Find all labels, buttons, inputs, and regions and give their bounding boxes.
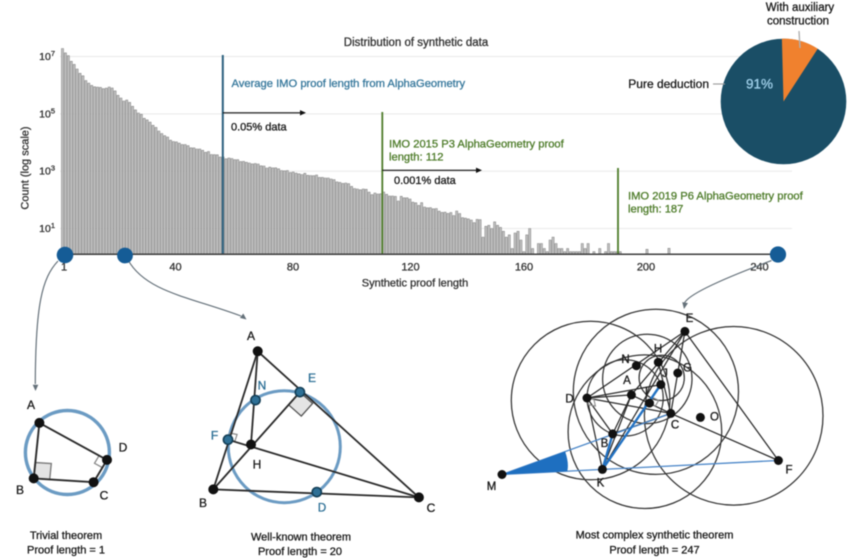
svg-text:H: H — [253, 458, 262, 472]
svg-text:Proof length = 20: Proof length = 20 — [258, 546, 342, 558]
svg-text:Average IMO proof length from: Average IMO proof length from AlphaGeome… — [232, 78, 466, 90]
svg-text:length: 187: length: 187 — [628, 204, 683, 216]
svg-text:Synthetic proof length: Synthetic proof length — [362, 278, 468, 290]
svg-text:D: D — [119, 441, 128, 455]
svg-text:K: K — [597, 478, 605, 490]
svg-text:O: O — [710, 412, 719, 424]
svg-text:120: 120 — [401, 262, 419, 274]
svg-text:With auxiliary: With auxiliary — [766, 2, 835, 14]
svg-text:length: 112: length: 112 — [389, 152, 444, 164]
svg-text:M: M — [487, 481, 497, 493]
svg-text:F: F — [211, 429, 218, 443]
svg-text:A: A — [247, 329, 255, 343]
svg-text:Proof length = 1: Proof length = 1 — [27, 545, 105, 557]
svg-text:240: 240 — [750, 262, 768, 274]
svg-text:Distribution of synthetic data: Distribution of synthetic data — [344, 37, 489, 49]
svg-text:40: 40 — [169, 262, 181, 274]
svg-text:A: A — [623, 375, 631, 387]
svg-text:B: B — [199, 496, 207, 510]
svg-text:200: 200 — [637, 262, 655, 274]
svg-text:D: D — [565, 394, 573, 406]
svg-text:91%: 91% — [746, 77, 773, 92]
svg-text:160: 160 — [515, 262, 533, 274]
svg-text:construction: construction — [767, 16, 829, 28]
svg-text:Count (log scale): Count (log scale) — [20, 126, 32, 209]
svg-text:C: C — [427, 501, 436, 515]
svg-text:J: J — [662, 368, 668, 380]
svg-text:B: B — [16, 483, 24, 497]
svg-text:Pure deduction: Pure deduction — [628, 77, 709, 91]
svg-text:I: I — [645, 387, 648, 399]
svg-text:Trivial theorem: Trivial theorem — [30, 530, 102, 542]
svg-text:B: B — [601, 438, 609, 450]
svg-text:E: E — [308, 371, 316, 385]
svg-text:G: G — [683, 363, 692, 375]
svg-text:F: F — [785, 465, 792, 477]
svg-text:0.05% data: 0.05% data — [231, 122, 288, 134]
svg-text:C: C — [100, 489, 109, 503]
svg-text:E: E — [686, 313, 694, 325]
svg-text:Proof length = 247: Proof length = 247 — [609, 545, 699, 557]
svg-text:Well-known theorem: Well-known theorem — [251, 532, 351, 544]
svg-text:N: N — [258, 379, 267, 393]
svg-text:N: N — [621, 354, 629, 366]
svg-text:Most complex synthetic theorem: Most complex synthetic theorem — [576, 530, 734, 542]
svg-text:80: 80 — [287, 262, 299, 274]
svg-text:C: C — [671, 420, 679, 432]
svg-text:D: D — [318, 503, 326, 515]
svg-text:1: 1 — [61, 262, 67, 274]
svg-text:IMO 2015 P3 AlphaGeometry proo: IMO 2015 P3 AlphaGeometry proof — [389, 139, 565, 151]
svg-text:0.001% data: 0.001% data — [394, 175, 457, 187]
svg-text:IMO 2019 P6 AlphaGeometry proo: IMO 2019 P6 AlphaGeometry proof — [628, 191, 804, 203]
svg-text:A: A — [27, 398, 35, 412]
svg-text:H: H — [654, 344, 662, 356]
